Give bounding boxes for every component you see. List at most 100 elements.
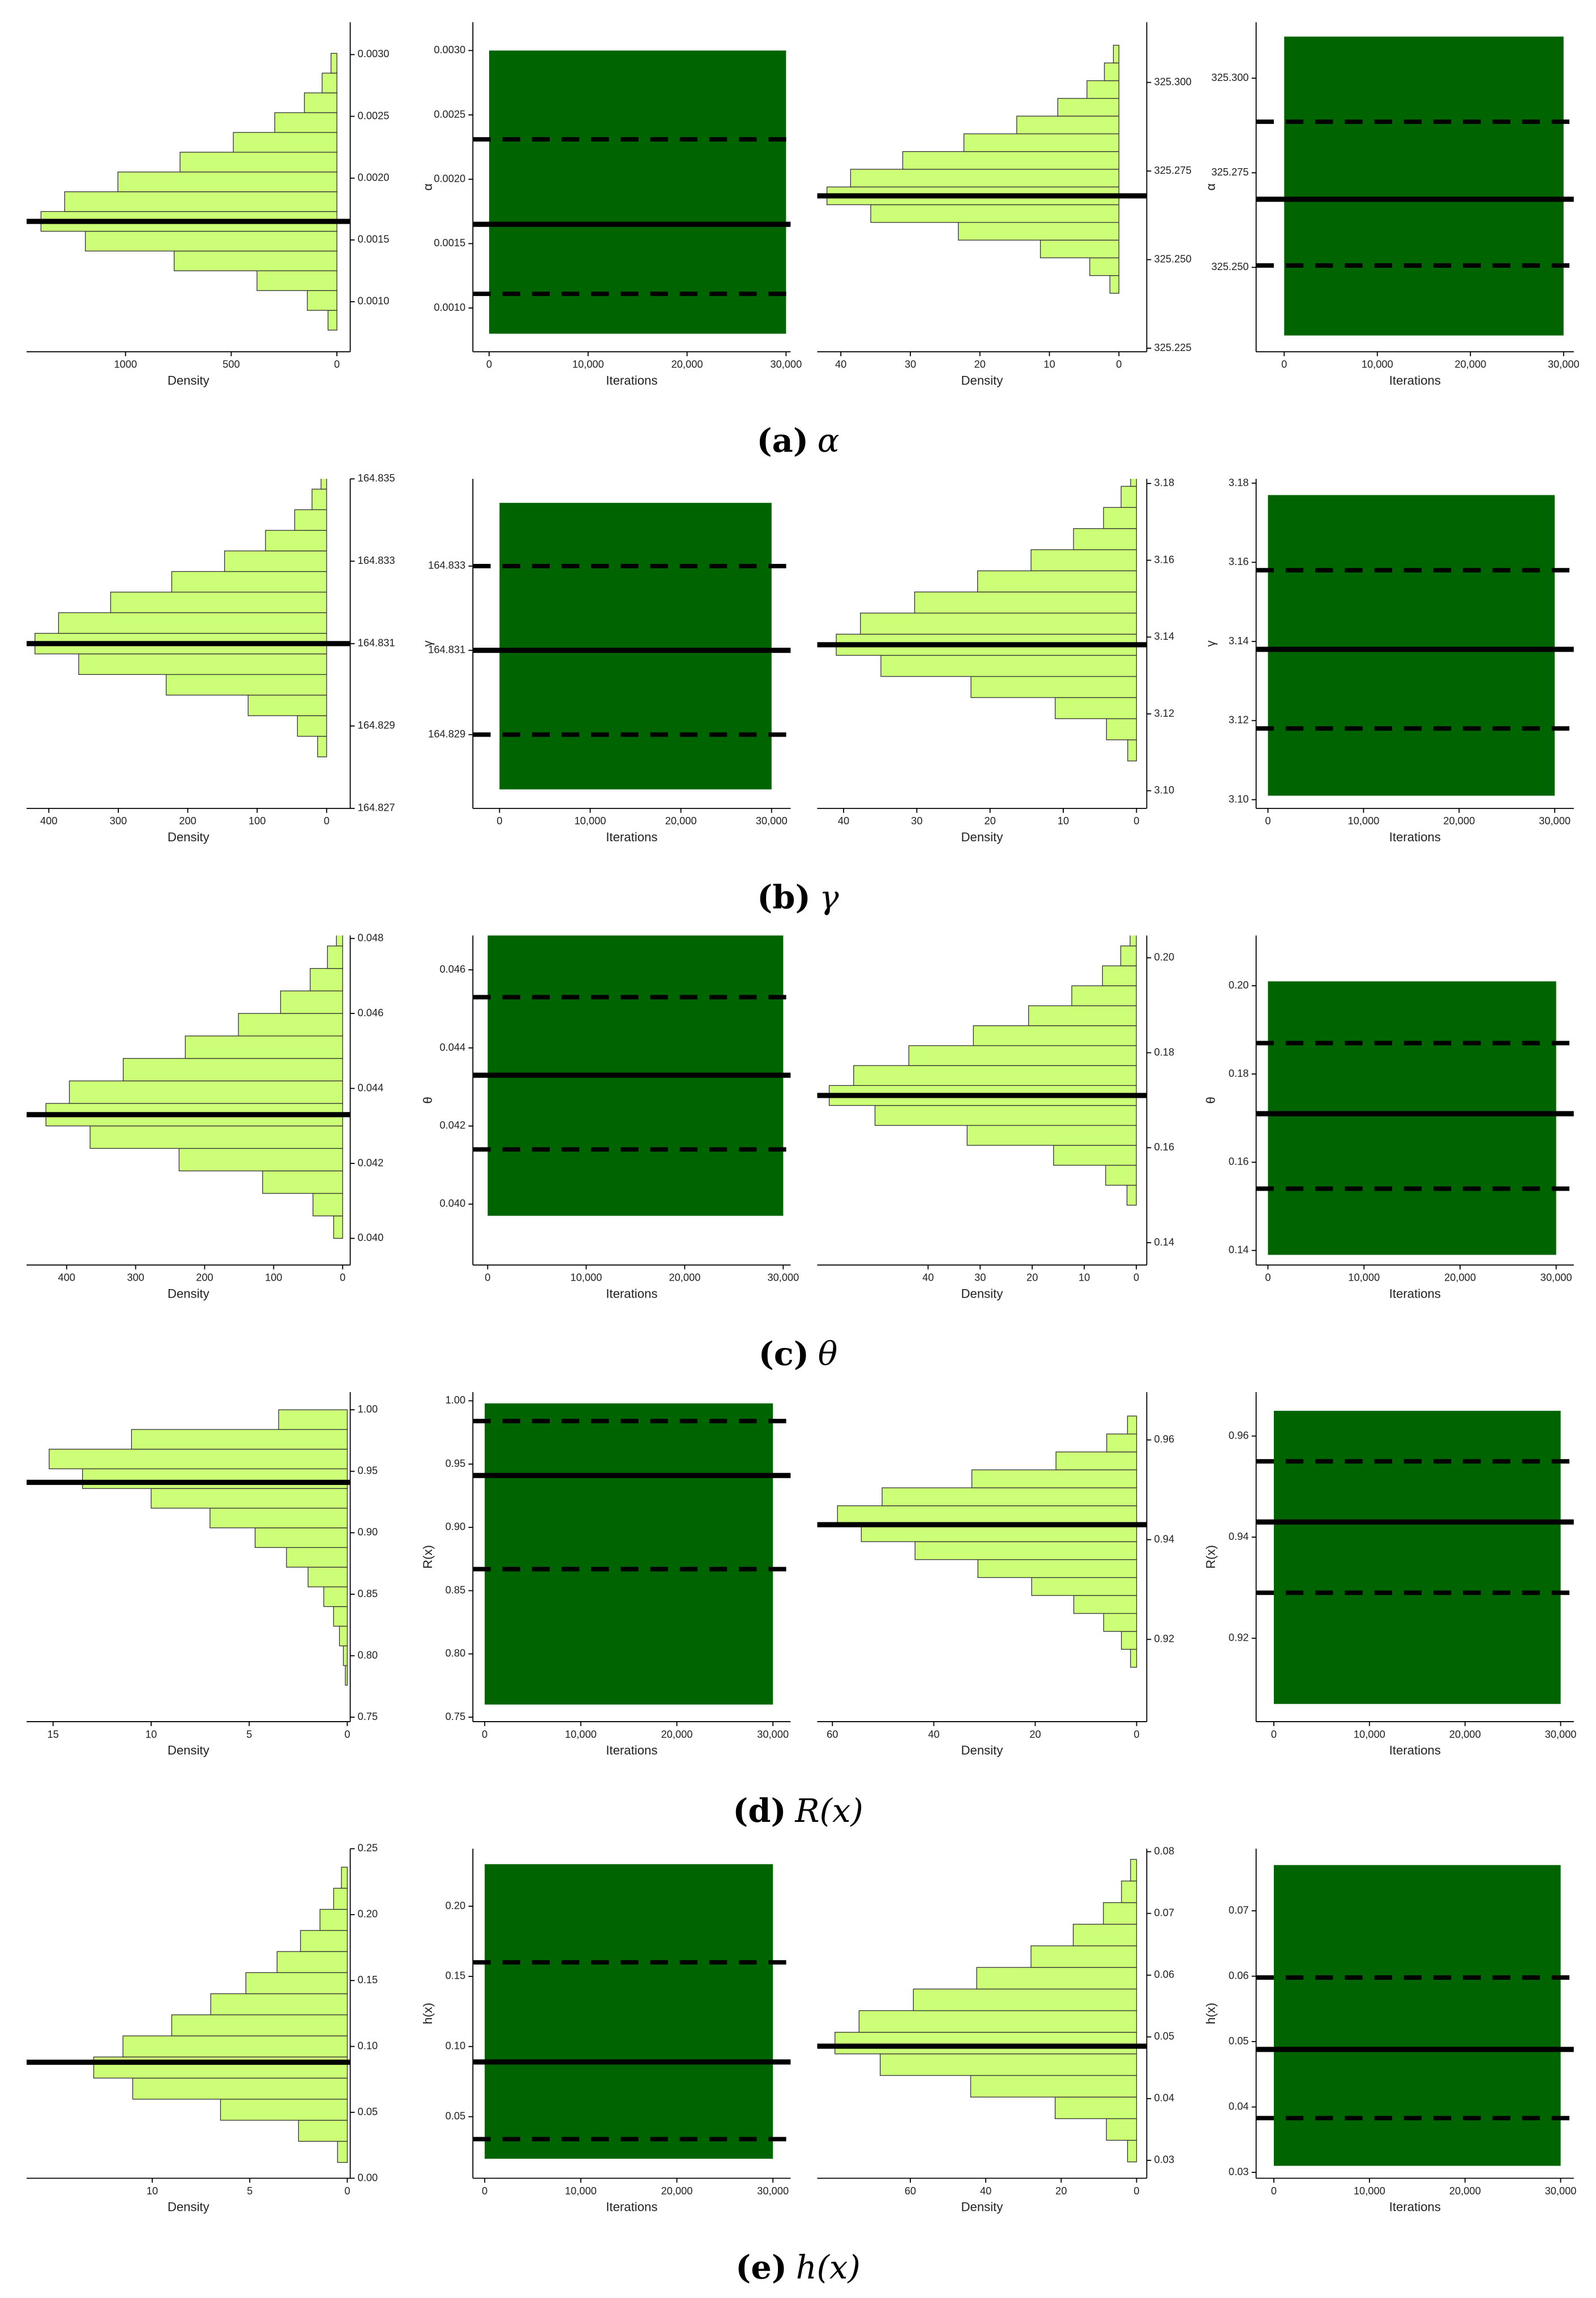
plot-area	[1256, 495, 1574, 796]
histogram-bar	[1127, 2139, 1137, 2163]
x-tick-label: 500	[223, 358, 239, 370]
y-tick-label: 0.042	[439, 1119, 465, 1131]
y-tick-label: 1.00	[358, 1403, 378, 1415]
y-tick-label: 0.96	[1154, 1433, 1175, 1445]
x-tick-label: 100	[249, 815, 266, 827]
y-tick-label: 0.06	[1229, 1969, 1249, 1981]
y-tick-label: 3.14	[1229, 635, 1249, 647]
x-tick-label: 20,000	[1443, 815, 1475, 827]
histogram-bar	[131, 1429, 348, 1450]
histogram-bar	[850, 169, 1120, 187]
y-tick-label: 325.225	[1154, 341, 1192, 353]
x-tick-label: 30,000	[770, 358, 802, 370]
y-tick-label: 0.044	[439, 1041, 465, 1053]
histogram-bar	[297, 715, 327, 737]
histogram-bar	[1103, 62, 1120, 82]
y-tick-label: 325.275	[1154, 164, 1192, 176]
y-tick-label: 0.85	[358, 1587, 378, 1599]
y-tick-label: 3.16	[1154, 553, 1175, 565]
histogram-bar	[209, 1508, 348, 1529]
y-tick-label: 0.048	[358, 931, 384, 943]
y-tick-label: 164.833	[428, 559, 465, 571]
caption-symbol: γ	[819, 879, 839, 917]
y-tick-label: 0.15	[358, 1974, 378, 1985]
y-tick-label: 325.275	[1212, 166, 1249, 178]
trace-band	[1273, 1410, 1561, 1704]
trace-band	[485, 1864, 773, 2159]
y-tick-label: 164.835	[358, 472, 395, 484]
y-tick-label: 3.14	[1154, 630, 1175, 642]
x-tick-label: 10,000	[572, 358, 604, 370]
x-tick-label: 10	[1079, 1272, 1090, 1283]
x-tick-label: 300	[110, 815, 127, 827]
histogram-bar	[860, 613, 1137, 635]
y-tick-label: 3.10	[1154, 784, 1175, 795]
caption-label: (e)	[735, 2248, 787, 2286]
histogram-bar	[1031, 1577, 1137, 1596]
y-tick-label: 0.042	[358, 1157, 384, 1169]
histogram-bar	[122, 1058, 343, 1081]
y-tick-label: 0.94	[1229, 1530, 1249, 1542]
trace-band	[499, 503, 772, 790]
histogram-bar	[1113, 45, 1120, 63]
y-tick-label: 0.10	[446, 2040, 466, 2052]
x-tick-label: 15	[48, 1728, 59, 1740]
histogram-bar	[858, 2010, 1137, 2033]
y-tick-label: 0.94	[1154, 1533, 1175, 1544]
x-tick-label: 20	[974, 358, 986, 370]
y-tick-label: 0.15	[446, 1970, 466, 1982]
x-tick-label: 200	[179, 815, 196, 827]
x-axis-title: Iterations	[606, 1286, 657, 1300]
panel: 0 10,000 20,000 30,000 0.05 0.10 0.15 0.20 Itera…	[421, 1848, 791, 2214]
plot-area	[26, 53, 350, 331]
histogram-bar	[238, 1013, 343, 1037]
histogram-bar	[970, 2075, 1137, 2098]
y-axis-title: α	[421, 183, 435, 191]
y-tick-label: 0.75	[358, 1710, 378, 1722]
x-tick-label: 10,000	[570, 1272, 602, 1283]
plot-area	[473, 935, 791, 1216]
y-axis-title: R(x)	[421, 1545, 435, 1569]
histogram-bar	[1055, 1451, 1137, 1470]
y-tick-label: 0.00	[358, 2171, 378, 2183]
y-tick-label: 0.90	[446, 1521, 466, 1533]
histogram-bar	[220, 2099, 348, 2121]
x-tick-label: 0	[1281, 358, 1287, 370]
x-axis-title: Density	[961, 1286, 1003, 1300]
y-tick-label: 0.14	[1154, 1236, 1175, 1248]
y-tick-label: 325.250	[1154, 253, 1192, 264]
y-axis-title: R(x)	[1204, 1545, 1218, 1569]
histogram-bar	[1130, 478, 1137, 487]
x-tick-label: 10	[146, 1728, 157, 1740]
panel: 400 300 200 100 0 164.827 164.829 164.831 164.83…	[26, 472, 395, 844]
histogram-bar	[1105, 1165, 1137, 1186]
caption: (b) γ	[757, 878, 839, 917]
y-tick-label: 0.90	[358, 1526, 378, 1538]
histogram-bar	[313, 1193, 343, 1217]
y-tick-label: 0.07	[1229, 1904, 1249, 1916]
panel: 400 300 200 100 0 0.040 0.042 0.044 0.046 0.048 De…	[26, 931, 384, 1300]
x-axis-title: Iterations	[606, 1743, 657, 1757]
x-tick-label: 20,000	[1444, 1272, 1476, 1283]
histogram-bar	[1120, 486, 1137, 508]
y-tick-label: 0.040	[439, 1197, 465, 1209]
histogram-bar	[1089, 257, 1120, 276]
x-axis-title: Iterations	[1389, 2200, 1441, 2214]
x-tick-label: 20	[1029, 1728, 1041, 1740]
x-tick-label: 300	[127, 1272, 144, 1283]
histogram-bar	[1102, 965, 1137, 986]
y-tick-label: 0.04	[1229, 2100, 1249, 2112]
histogram-bar	[341, 1867, 348, 1889]
x-tick-label: 40	[835, 358, 846, 370]
x-tick-label: 10	[1043, 358, 1055, 370]
x-tick-label: 0	[340, 1272, 345, 1283]
x-axis-title: Density	[168, 373, 210, 387]
histogram-bar	[914, 1541, 1137, 1560]
x-tick-label: 20,000	[669, 1272, 700, 1283]
plot-area	[1256, 1865, 1574, 2166]
y-tick-label: 0.0030	[434, 44, 465, 55]
y-tick-label: 0.96	[1229, 1429, 1249, 1441]
histogram-bar	[298, 2120, 348, 2142]
histogram-bar	[1106, 718, 1137, 741]
trace-band	[1268, 981, 1556, 1255]
